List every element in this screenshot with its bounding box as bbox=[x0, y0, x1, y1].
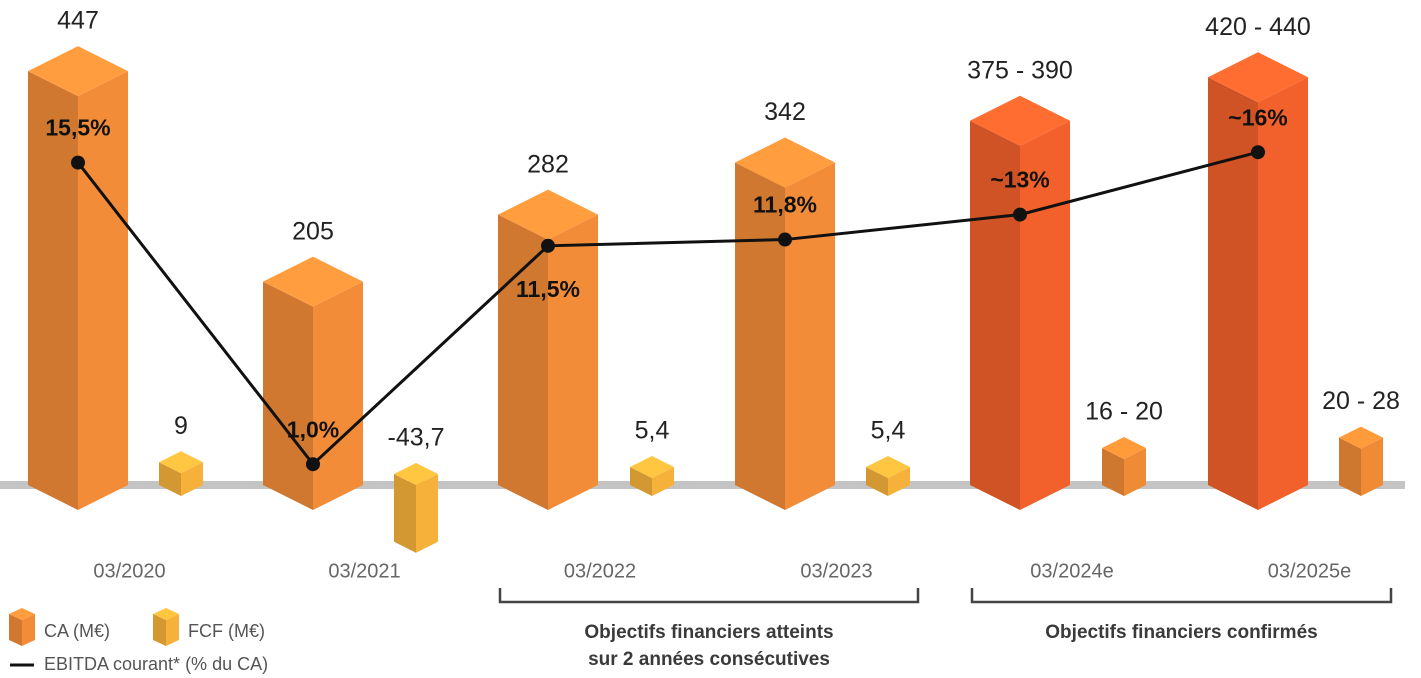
bar-left-face bbox=[735, 162, 785, 510]
bar-right-face bbox=[548, 214, 598, 510]
bar-right-face bbox=[1258, 77, 1308, 510]
bar-left-face bbox=[1102, 448, 1124, 496]
bar-right-face bbox=[785, 162, 835, 510]
bar-top-face bbox=[394, 463, 438, 485]
bar-top-face bbox=[9, 608, 35, 620]
bar-left-face bbox=[263, 281, 313, 510]
line-value-label: 15,5% bbox=[45, 115, 110, 141]
bar-top-face bbox=[1102, 437, 1146, 459]
value-label: 205 bbox=[292, 217, 334, 245]
bar bbox=[394, 463, 438, 553]
bar bbox=[263, 256, 363, 510]
line-value-label: ~16% bbox=[1228, 104, 1287, 130]
line-value-label: 11,5% bbox=[516, 276, 580, 302]
bar-top-face bbox=[866, 455, 910, 478]
line bbox=[76, 150, 1259, 467]
line-point bbox=[1013, 207, 1027, 222]
value-label: 5,4 bbox=[635, 417, 670, 445]
annotation: sur 2 années consécutives bbox=[588, 649, 830, 670]
bar bbox=[498, 189, 598, 510]
bracket bbox=[498, 588, 920, 604]
legend-label: EBITDA courant* (% du CA) bbox=[44, 654, 268, 674]
bracket bbox=[970, 588, 1393, 604]
bar-right-face bbox=[22, 614, 35, 646]
value-label: 420 - 440 bbox=[1205, 13, 1311, 41]
bar-top-face bbox=[28, 46, 128, 97]
bar bbox=[866, 455, 910, 496]
annotation: Objectifs financiers confirmés bbox=[1045, 622, 1317, 643]
line-point bbox=[306, 457, 320, 472]
bar-top-face bbox=[1208, 52, 1308, 103]
value-label: 375 - 390 bbox=[967, 56, 1073, 84]
value-label: 9 bbox=[174, 412, 188, 440]
bar-top-face bbox=[630, 455, 674, 478]
bar bbox=[970, 95, 1070, 510]
bar-left-face bbox=[159, 462, 181, 496]
bar-left-face bbox=[153, 614, 166, 646]
bar-top-face bbox=[263, 256, 363, 307]
legend-swatch bbox=[9, 608, 35, 646]
bar bbox=[159, 451, 203, 496]
line-value-label: ~13% bbox=[990, 167, 1049, 193]
bar-top-face bbox=[159, 451, 203, 474]
x-tick-label: 03/2023 bbox=[800, 560, 872, 582]
bar-top-face bbox=[1339, 426, 1383, 449]
value-label: 20 - 28 bbox=[1322, 387, 1400, 415]
value-label: 342 bbox=[764, 98, 806, 126]
bar-left-face bbox=[498, 214, 548, 510]
bar-right-face bbox=[888, 466, 910, 496]
bar-right-face bbox=[313, 281, 363, 510]
bar bbox=[1102, 437, 1146, 496]
value-label: 5,4 bbox=[871, 417, 906, 445]
bar-right-face bbox=[181, 462, 203, 496]
value-label: 16 - 20 bbox=[1085, 398, 1163, 426]
bar bbox=[630, 455, 674, 496]
annotation: Objectifs financiers atteints bbox=[584, 622, 833, 643]
line-value-label: 1,0% bbox=[287, 416, 339, 442]
line-point bbox=[541, 238, 555, 253]
line-point bbox=[71, 155, 85, 170]
x-tick-label: 03/2020 bbox=[93, 560, 165, 582]
x-tick-label: 03/2024e bbox=[1030, 560, 1113, 582]
bar-right-face bbox=[1124, 448, 1146, 496]
bar-top-face bbox=[735, 137, 835, 188]
bar-right-face bbox=[1020, 120, 1070, 510]
bar-right-face bbox=[652, 466, 674, 496]
bar-left-face bbox=[866, 466, 888, 496]
value-label: 447 bbox=[57, 7, 99, 35]
line-value-label: 11,8% bbox=[753, 192, 817, 218]
x-tick-label: 03/2021 bbox=[328, 560, 400, 582]
bar-left-face bbox=[28, 71, 78, 511]
bar-left-face bbox=[1339, 437, 1361, 496]
bar bbox=[1208, 52, 1308, 510]
value-label: -43,7 bbox=[388, 424, 445, 452]
x-tick-label: 03/2022 bbox=[564, 560, 636, 582]
bar-top-face bbox=[498, 189, 598, 240]
legend-label: CA (M€) bbox=[44, 621, 110, 641]
line-point bbox=[1251, 145, 1265, 160]
x-tick-label: 03/2025e bbox=[1268, 560, 1351, 582]
bar-top-face bbox=[153, 608, 179, 620]
line-point bbox=[778, 232, 792, 247]
bar-right-face bbox=[1361, 437, 1383, 496]
bar-left-face bbox=[630, 466, 652, 496]
bar-top-face bbox=[970, 95, 1070, 146]
value-label: 282 bbox=[527, 150, 569, 178]
bar bbox=[1339, 426, 1383, 496]
legend-label: FCF (M€) bbox=[188, 621, 265, 641]
bar-right-face bbox=[166, 614, 179, 646]
bar-right-face bbox=[416, 474, 438, 553]
legend-swatch bbox=[153, 608, 179, 646]
bar-left-face bbox=[394, 474, 416, 553]
bar bbox=[735, 137, 835, 510]
bar-left-face bbox=[1208, 77, 1258, 510]
bar-left-face bbox=[9, 614, 22, 646]
